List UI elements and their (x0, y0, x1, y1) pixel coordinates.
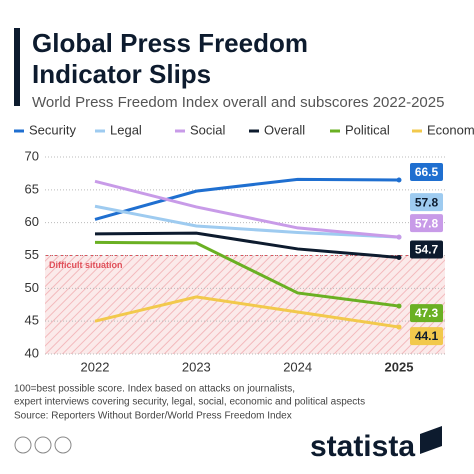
note: expert interviews covering security, leg… (14, 397, 365, 408)
y-tick-label: 65 (25, 181, 39, 196)
y-tick-label: 55 (25, 247, 39, 262)
value-label: 44.1 (415, 329, 439, 343)
x-tick-label: 2023 (182, 359, 211, 374)
brand: statista (310, 430, 415, 463)
end-dot (396, 234, 402, 240)
value-label-box (410, 214, 443, 233)
value-label-box (410, 240, 443, 259)
series-line (94, 231, 400, 259)
license-icons (14, 436, 72, 454)
value-label: 57.8 (415, 216, 439, 230)
legend-label: Security (29, 122, 76, 137)
x-tick-label: 2022 (81, 359, 110, 374)
y-tick-label: 50 (25, 280, 39, 295)
legend-label: Legal (110, 122, 142, 137)
band-label: Difficult situation (49, 260, 123, 270)
y-tick-label: 60 (25, 214, 39, 229)
end-dot (396, 254, 402, 260)
brand-icon (420, 426, 442, 454)
end-dot (396, 177, 402, 183)
value-label-box (410, 193, 443, 212)
y-tick-label: 40 (25, 345, 39, 360)
note: 100=best possible score. Index based on … (14, 384, 295, 395)
value-label: 57.8 (415, 195, 439, 209)
legend-label: Social (190, 122, 226, 137)
chart-subtitle: World Press Freedom Index overall and su… (32, 94, 444, 111)
x-tick-label: 2025 (385, 359, 414, 374)
value-label-box (410, 327, 443, 346)
y-tick-label: 45 (25, 313, 39, 328)
series-line (94, 295, 400, 329)
value-label: 66.5 (415, 165, 439, 179)
chart-title: Global Press Freedom (32, 28, 308, 58)
series-line (94, 177, 400, 221)
series-line (94, 204, 400, 239)
series-line (94, 240, 400, 308)
value-label: 54.7 (415, 243, 439, 257)
y-tick-label: 70 (25, 148, 39, 163)
end-dot (396, 324, 402, 330)
chart-title: Indicator Slips (32, 59, 211, 89)
value-label: 47.3 (415, 306, 439, 320)
legend-label: Overall (264, 122, 305, 137)
legend-label: Economic (427, 122, 474, 137)
legend-label: Political (345, 122, 390, 137)
x-tick-label: 2024 (283, 359, 312, 374)
series-line (94, 179, 400, 239)
title-accent (14, 28, 20, 106)
value-label-box (410, 162, 443, 181)
end-dot (396, 303, 402, 309)
value-label-box (410, 304, 443, 323)
source: Source: Reporters Without Border/World P… (14, 411, 292, 422)
